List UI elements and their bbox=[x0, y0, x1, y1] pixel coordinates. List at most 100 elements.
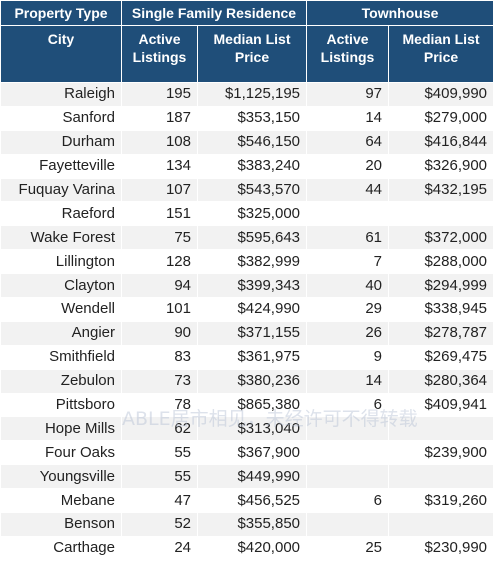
th-price-cell: $409,941 bbox=[389, 393, 493, 417]
sfr-price-cell: $543,570 bbox=[198, 178, 307, 202]
sfr-active-cell: 151 bbox=[122, 202, 198, 226]
th-price-cell: $338,945 bbox=[389, 298, 493, 322]
th-price-cell: $416,844 bbox=[389, 130, 493, 154]
sfr-price-cell: $371,155 bbox=[198, 321, 307, 345]
th-active-cell bbox=[307, 513, 389, 537]
sfr-price-cell: $355,850 bbox=[198, 513, 307, 537]
sfr-active-cell: 101 bbox=[122, 298, 198, 322]
th-active-cell bbox=[307, 465, 389, 489]
sfr-price-cell: $1,125,195 bbox=[198, 83, 307, 107]
city-cell: Mebane bbox=[1, 489, 122, 513]
city-cell: Angier bbox=[1, 321, 122, 345]
city-cell: Durham bbox=[1, 130, 122, 154]
city-cell: Smithfield bbox=[1, 345, 122, 369]
sfr-price-cell: $595,643 bbox=[198, 226, 307, 250]
city-cell: Carthage bbox=[1, 536, 122, 560]
sfr-price-cell: $399,343 bbox=[198, 274, 307, 298]
city-cell: Zebulon bbox=[1, 369, 122, 393]
th-price-cell bbox=[389, 465, 493, 489]
header-sfr-group: Single Family Residence bbox=[122, 1, 307, 26]
th-active-cell: 14 bbox=[307, 369, 389, 393]
th-active-cell: 40 bbox=[307, 274, 389, 298]
sfr-price-cell: $420,000 bbox=[198, 536, 307, 560]
sfr-active-cell: 107 bbox=[122, 178, 198, 202]
header-row-columns: City Active Listings Median List Price A… bbox=[1, 26, 493, 83]
th-price-cell: $432,195 bbox=[389, 178, 493, 202]
sfr-active-cell: 75 bbox=[122, 226, 198, 250]
header-property-type: Property Type bbox=[1, 1, 122, 26]
sfr-active-cell: 78 bbox=[122, 393, 198, 417]
th-price-cell: $294,999 bbox=[389, 274, 493, 298]
sfr-active-cell: 128 bbox=[122, 250, 198, 274]
th-price-cell: $269,475 bbox=[389, 345, 493, 369]
sfr-price-cell: $313,040 bbox=[198, 417, 307, 441]
city-cell: Benson bbox=[1, 513, 122, 537]
city-cell: Raleigh bbox=[1, 83, 122, 107]
th-price-cell: $279,000 bbox=[389, 106, 493, 130]
th-active-cell: 64 bbox=[307, 130, 389, 154]
th-active-cell: 20 bbox=[307, 154, 389, 178]
th-active-cell bbox=[307, 202, 389, 226]
sfr-price-cell: $424,990 bbox=[198, 298, 307, 322]
sfr-active-cell: 94 bbox=[122, 274, 198, 298]
th-active-cell bbox=[307, 441, 389, 465]
sfr-active-cell: 52 bbox=[122, 513, 198, 537]
sfr-active-cell: 55 bbox=[122, 465, 198, 489]
th-price-cell: $326,900 bbox=[389, 154, 493, 178]
city-cell: Fayetteville bbox=[1, 154, 122, 178]
header-th-price: Median List Price bbox=[389, 26, 493, 83]
th-active-cell: 44 bbox=[307, 178, 389, 202]
city-cell: Wake Forest bbox=[1, 226, 122, 250]
header-townhouse-group: Townhouse bbox=[307, 1, 493, 26]
city-cell: Fuquay Varina bbox=[1, 178, 122, 202]
header-row-groups: Property Type Single Family Residence To… bbox=[1, 1, 493, 26]
sfr-price-cell: $353,150 bbox=[198, 106, 307, 130]
sfr-active-cell: 83 bbox=[122, 345, 198, 369]
sfr-price-cell: $449,990 bbox=[198, 465, 307, 489]
city-cell: Four Oaks bbox=[1, 441, 122, 465]
th-price-cell: $239,900 bbox=[389, 441, 493, 465]
sfr-price-cell: $383,240 bbox=[198, 154, 307, 178]
sfr-price-cell: $380,236 bbox=[198, 369, 307, 393]
sfr-active-cell: 195 bbox=[122, 83, 198, 107]
sfr-price-cell: $456,525 bbox=[198, 489, 307, 513]
th-price-cell: $278,787 bbox=[389, 321, 493, 345]
sfr-active-cell: 187 bbox=[122, 106, 198, 130]
th-price-cell: $319,260 bbox=[389, 489, 493, 513]
th-active-cell: 29 bbox=[307, 298, 389, 322]
city-cell: Wendell bbox=[1, 298, 122, 322]
city-cell: Pittsboro bbox=[1, 393, 122, 417]
th-active-cell: 61 bbox=[307, 226, 389, 250]
header-city: City bbox=[1, 26, 122, 83]
city-cell: Lillington bbox=[1, 250, 122, 274]
sfr-price-cell: $325,000 bbox=[198, 202, 307, 226]
th-price-cell: $372,000 bbox=[389, 226, 493, 250]
th-price-cell: $280,364 bbox=[389, 369, 493, 393]
th-active-cell bbox=[307, 417, 389, 441]
th-active-cell: 97 bbox=[307, 83, 389, 107]
sfr-active-cell: 62 bbox=[122, 417, 198, 441]
sfr-active-cell: 90 bbox=[122, 321, 198, 345]
th-price-cell bbox=[389, 202, 493, 226]
city-cell: Clayton bbox=[1, 274, 122, 298]
city-cell: Sanford bbox=[1, 106, 122, 130]
th-active-cell: 25 bbox=[307, 536, 389, 560]
city-cell: Raeford bbox=[1, 202, 122, 226]
sfr-active-cell: 134 bbox=[122, 154, 198, 178]
th-price-cell: $230,990 bbox=[389, 536, 493, 560]
